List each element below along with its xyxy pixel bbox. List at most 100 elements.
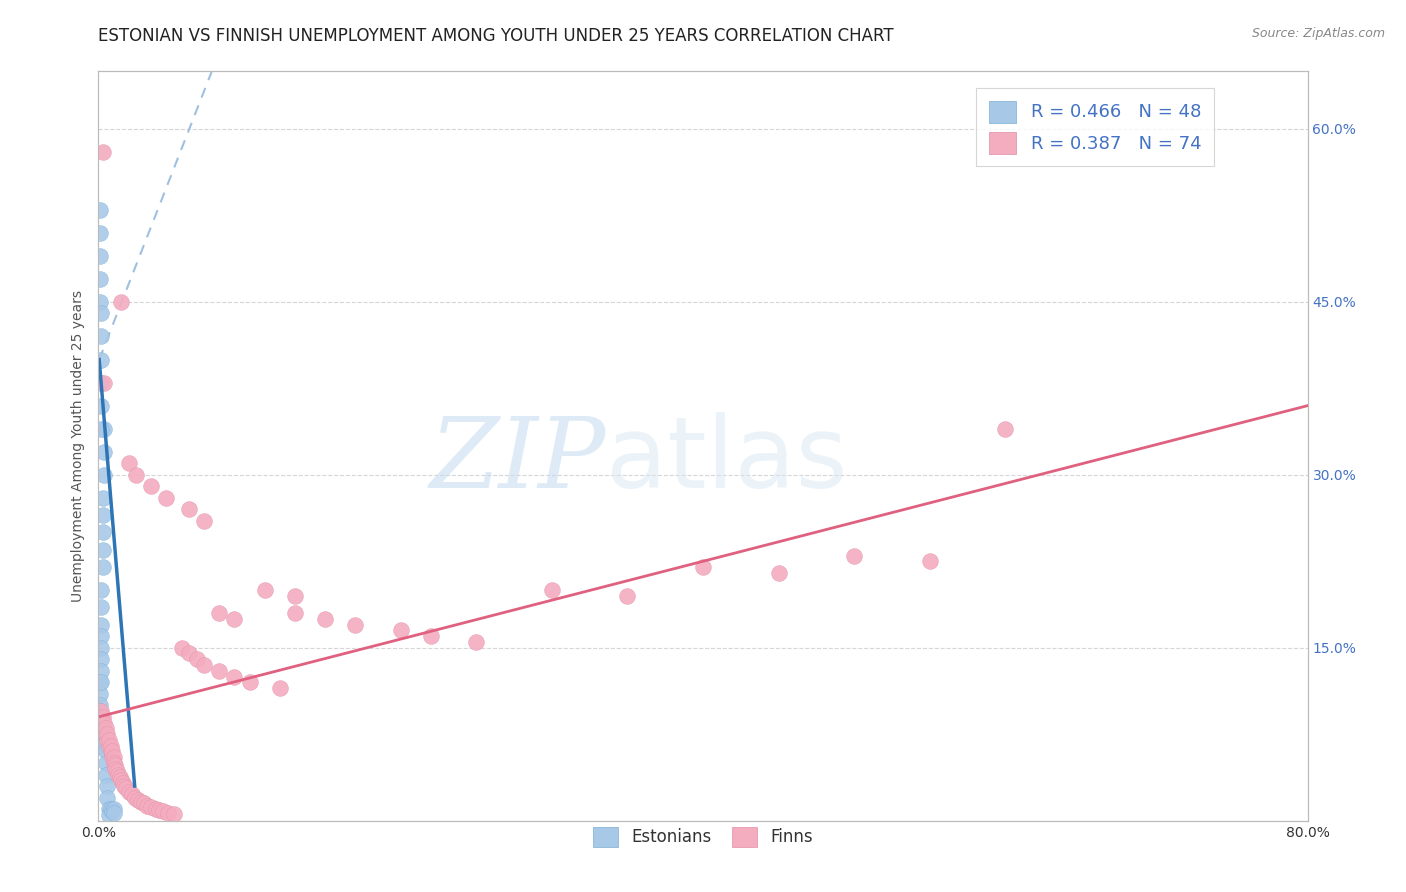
Point [103, 802, 125, 816]
Point [124, 790, 146, 805]
Point [89, 675, 111, 690]
Point [344, 617, 367, 632]
Point [121, 787, 143, 801]
Point [768, 566, 790, 580]
Point [540, 583, 562, 598]
Point [89, 715, 111, 730]
Point [125, 467, 148, 482]
Point [91, 145, 114, 159]
Point [90, 583, 112, 598]
Point [208, 606, 231, 620]
Point [193, 658, 215, 673]
Text: ZIP: ZIP [430, 413, 606, 508]
Point [118, 785, 141, 799]
Point [284, 606, 307, 620]
Point [98, 733, 121, 747]
Point [91, 560, 114, 574]
Point [89, 710, 111, 724]
Point [465, 635, 488, 649]
Point [89, 226, 111, 240]
Point [129, 795, 152, 809]
Point [389, 624, 412, 638]
Point [89, 710, 111, 724]
Point [90, 629, 112, 643]
Point [89, 722, 111, 736]
Point [224, 612, 246, 626]
Point [93, 444, 115, 458]
Point [179, 502, 201, 516]
Point [94, 767, 117, 781]
Point [93, 376, 115, 390]
Point [152, 805, 174, 819]
Point [93, 467, 115, 482]
Point [98, 808, 121, 822]
Point [94, 727, 117, 741]
Point [94, 722, 117, 736]
Point [89, 704, 111, 718]
Point [90, 306, 112, 320]
Point [104, 762, 127, 776]
Point [156, 805, 179, 820]
Point [844, 549, 866, 563]
Text: Source: ZipAtlas.com: Source: ZipAtlas.com [1251, 27, 1385, 40]
Point [96, 790, 118, 805]
Point [170, 640, 193, 655]
Point [141, 479, 163, 493]
Point [253, 583, 276, 598]
Point [239, 675, 262, 690]
Point [91, 525, 114, 540]
Point [90, 600, 112, 615]
Point [89, 733, 111, 747]
Point [163, 806, 186, 821]
Point [100, 739, 122, 753]
Point [96, 727, 118, 741]
Point [148, 803, 170, 817]
Point [90, 422, 112, 436]
Point [918, 554, 941, 568]
Text: atlas: atlas [606, 412, 848, 509]
Point [96, 779, 118, 793]
Point [110, 294, 132, 309]
Point [91, 710, 114, 724]
Point [93, 715, 115, 730]
Point [89, 698, 111, 713]
Point [135, 798, 157, 813]
Point [98, 739, 121, 753]
Point [101, 744, 124, 758]
Point [94, 756, 117, 770]
Text: ESTONIAN VS FINNISH UNEMPLOYMENT AMONG YOUTH UNDER 25 YEARS CORRELATION CHART: ESTONIAN VS FINNISH UNEMPLOYMENT AMONG Y… [98, 27, 894, 45]
Point [89, 294, 111, 309]
Point [96, 733, 118, 747]
Point [93, 422, 115, 436]
Point [91, 491, 114, 505]
Point [118, 456, 141, 470]
Point [224, 669, 246, 683]
Point [91, 722, 114, 736]
Point [105, 764, 128, 778]
Point [692, 560, 714, 574]
Point [994, 422, 1017, 436]
Point [110, 773, 132, 788]
Point [193, 514, 215, 528]
Point [314, 612, 336, 626]
Point [141, 799, 163, 814]
Point [269, 681, 291, 695]
Point [101, 805, 124, 819]
Point [616, 589, 638, 603]
Point [90, 652, 112, 666]
Point [89, 249, 111, 263]
Point [90, 352, 112, 367]
Point [90, 704, 112, 718]
Point [101, 750, 124, 764]
Point [94, 744, 117, 758]
Point [112, 779, 135, 793]
Point [98, 802, 121, 816]
Point [186, 652, 208, 666]
Point [208, 664, 231, 678]
Point [155, 491, 177, 505]
Point [111, 775, 134, 789]
Point [91, 542, 114, 557]
Point [90, 675, 112, 690]
Point [107, 767, 129, 781]
Point [90, 329, 112, 343]
